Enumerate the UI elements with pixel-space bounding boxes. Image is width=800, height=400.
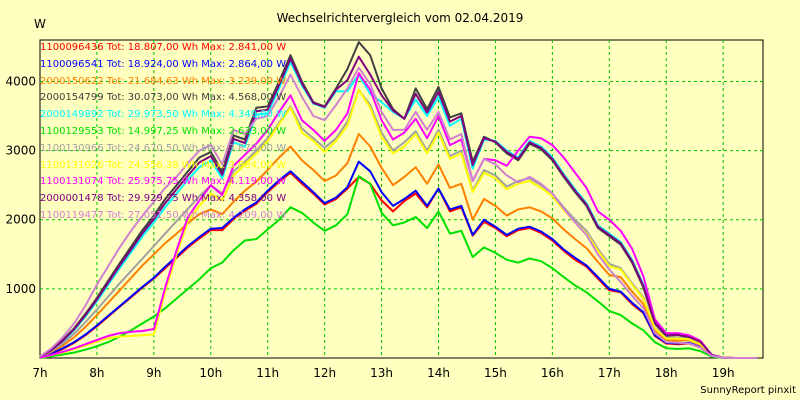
legend-entry-1100130966: 1100130966 Tot: 24.670,50 Wh Max: 3.879,…	[40, 142, 287, 154]
chart-title: Wechselrichtervergleich vom 02.04.2019	[276, 11, 524, 25]
y-axis-unit-label: W	[34, 17, 46, 31]
legend-entry-1100096541: 1100096541 Tot: 18.924,00 Wh Max: 2.864,…	[40, 58, 287, 70]
legend-entry-1100131074: 1100131074 Tot: 25.975,75 Wh Max: 4.119,…	[40, 176, 287, 188]
y-tick-label: 4000	[5, 74, 36, 88]
x-tick-label: 19h	[712, 366, 735, 380]
series-line-1100131074	[39, 72, 758, 359]
legend-entry-2000149892: 2000149892 Tot: 29.973,50 Wh Max: 4.349,…	[40, 109, 287, 121]
series-lines	[39, 41, 758, 359]
x-tick-label: 11h	[256, 366, 279, 380]
x-tick-labels: 7h 8h 9h 10h 11h 12h 13h 14h 15h 16h 17h 18h 19h	[32, 366, 734, 380]
grid	[40, 40, 763, 358]
credit-label: SunnyReport pinxit	[700, 385, 796, 396]
x-tick-label: 8h	[89, 366, 104, 380]
x-tick-label: 7h	[32, 366, 47, 380]
x-tick-label: 13h	[370, 366, 393, 380]
y-tick-labels: 1000 2000 3000 4000	[5, 74, 36, 295]
x-tick-label: 10h	[199, 366, 222, 380]
y-tick-label: 3000	[5, 144, 36, 158]
legend-entry-2000154799: 2000154799 Tot: 30.073,00 Wh Max: 4.568,…	[40, 92, 287, 104]
series-line-1100131026	[39, 88, 758, 359]
y-tick-label: 2000	[5, 213, 36, 227]
series-line-2000150622	[39, 133, 758, 359]
x-tick-label: 18h	[655, 366, 678, 380]
legend-entry-1100131026: 1100131026 Tot: 24.556,38 Wh Max: 3.884,…	[40, 159, 287, 171]
x-tick-label: 14h	[427, 366, 450, 380]
legend-entry-1100096436: 1100096436 Tot: 18.807,00 Wh Max: 2.841,…	[40, 42, 287, 53]
series-line-1100119477	[39, 66, 758, 359]
legend-entry-2000150622: 2000150622 Tot: 21.684,63 Wh Max: 3.239,…	[40, 75, 287, 87]
legend-entry-2000001478: 2000001478 Tot: 29.929,75 Wh Max: 4.358,…	[40, 193, 287, 205]
legend: 1100096436 Tot: 18.807,00 Wh Max: 2.841,…	[40, 40, 286, 225]
x-tick-label: 16h	[541, 366, 564, 380]
x-tick-label: 9h	[146, 366, 161, 380]
series-line-1100096541	[39, 160, 758, 359]
series-line-2000001478	[39, 55, 758, 359]
x-tick-label: 17h	[598, 366, 621, 380]
legend-entry-1100129553: 1100129553 Tot: 14.997,25 Wh Max: 2.633,…	[40, 125, 287, 137]
y-tick-label: 1000	[5, 282, 36, 296]
x-tick-label: 12h	[313, 366, 336, 380]
plot-frame	[39, 39, 764, 359]
x-tick-label: 15h	[484, 366, 507, 380]
legend-entry-1100119477: 1100119477 Tot: 27.051,50 Wh Max: 4.209,…	[40, 209, 287, 221]
